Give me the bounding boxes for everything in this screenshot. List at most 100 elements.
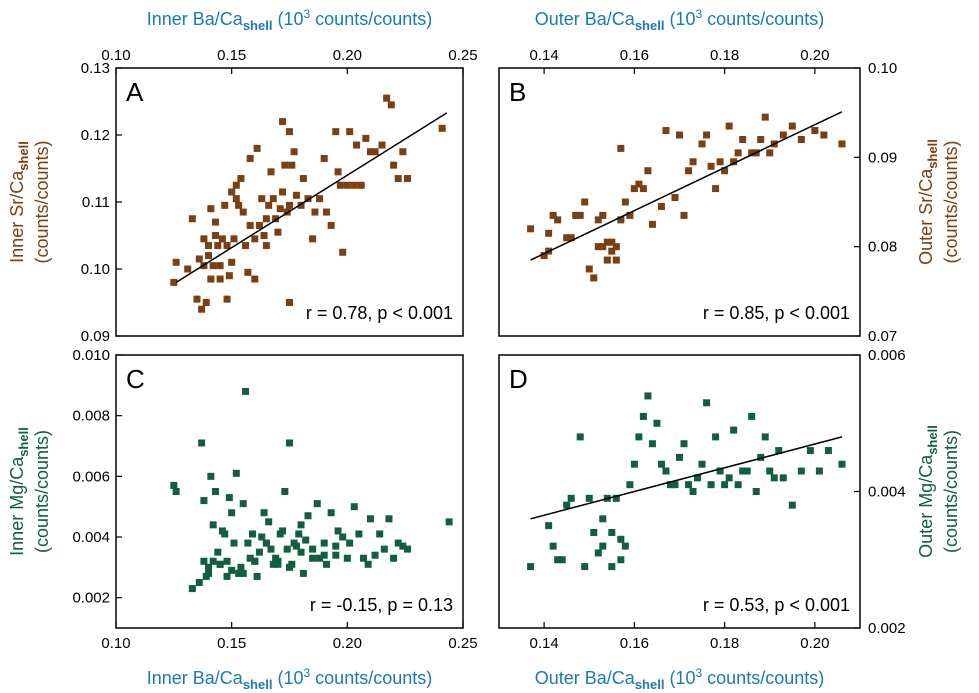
data-point [716, 467, 724, 475]
data-point [590, 528, 598, 536]
data-point [594, 216, 602, 224]
data-point [608, 247, 616, 255]
x-tick-label: 0.20 [800, 635, 829, 652]
data-point [380, 545, 388, 553]
data-point [734, 149, 742, 157]
data-point [815, 467, 823, 475]
data-point [260, 232, 268, 239]
data-point [223, 242, 231, 250]
data-point [211, 488, 219, 495]
y-axis-title: Outer Sr/Cashell [916, 139, 940, 265]
data-point [554, 556, 562, 564]
data-point [207, 275, 215, 283]
data-point [594, 549, 602, 557]
data-point [235, 201, 243, 209]
data-point [304, 195, 312, 203]
data-point [394, 539, 402, 547]
data-point [237, 175, 245, 183]
data-point [336, 181, 344, 189]
data-point [295, 530, 303, 538]
y-tick-label: 0.07 [868, 328, 897, 345]
data-point [617, 556, 625, 564]
data-point [302, 536, 310, 544]
data-point [253, 572, 261, 580]
x-tick-label: 0.10 [101, 635, 130, 652]
data-point [232, 195, 240, 203]
data-point [255, 548, 263, 556]
y-tick-label: 0.010 [72, 347, 110, 364]
data-point [689, 158, 697, 166]
data-point [666, 481, 674, 489]
data-point [313, 500, 321, 508]
data-point [594, 243, 602, 251]
y-tick-label: 0.12 [81, 127, 110, 144]
data-point [779, 131, 787, 139]
data-point [639, 412, 647, 420]
data-point [527, 563, 535, 571]
data-point [343, 554, 351, 562]
data-point [581, 563, 589, 571]
data-point [239, 569, 247, 577]
data-point [290, 148, 298, 156]
data-point [608, 528, 616, 536]
data-point [775, 447, 783, 455]
data-point [603, 256, 611, 264]
plot-frame [115, 354, 464, 629]
data-point [797, 467, 805, 475]
data-point [311, 208, 319, 216]
data-point [806, 447, 814, 455]
regression-line [175, 112, 448, 284]
data-point [235, 569, 243, 577]
data-point [242, 242, 250, 250]
data-point [612, 243, 620, 251]
data-point [545, 229, 553, 237]
y-tick-label: 0.004 [868, 484, 906, 501]
data-point [237, 563, 245, 571]
data-point [207, 472, 215, 480]
data-point [332, 542, 340, 550]
data-point [323, 208, 331, 216]
y-tick-label: 0.008 [72, 408, 110, 425]
x-tick-label: 0.20 [800, 47, 829, 64]
data-point [248, 530, 256, 538]
data-point [599, 515, 607, 523]
data-point [209, 557, 217, 565]
data-point [757, 135, 765, 143]
data-point [246, 554, 254, 562]
panel-letter: C [126, 364, 145, 394]
data-point [320, 154, 328, 162]
data-point [281, 161, 289, 169]
data-point [258, 533, 266, 541]
data-point [811, 127, 819, 135]
data-point [554, 216, 562, 224]
data-point [757, 453, 765, 461]
data-point [286, 299, 293, 306]
data-point [549, 211, 557, 219]
y-axis-title: Inner Sr/Cashell [7, 141, 31, 263]
data-point [202, 299, 210, 306]
regression-line [530, 111, 843, 261]
x-axis-title: Outer Ba/Cashell (103 counts/counts) [535, 666, 824, 692]
data-point [316, 554, 324, 562]
data-point [712, 433, 720, 441]
x-tick-label: 0.16 [620, 635, 649, 652]
data-point [269, 560, 277, 568]
data-point [274, 560, 282, 568]
data-point [779, 474, 787, 482]
x-tick-label: 0.18 [710, 635, 739, 652]
data-point [721, 481, 729, 489]
y-tick-label: 0.13 [81, 60, 110, 77]
data-point [662, 127, 670, 135]
data-point [703, 131, 711, 139]
data-point [689, 488, 697, 495]
y-tick-label: 0.004 [72, 529, 110, 546]
x-tick-label: 0.20 [333, 635, 362, 652]
data-point [184, 265, 192, 273]
data-point [585, 265, 593, 273]
data-point [239, 500, 247, 508]
data-point [608, 238, 616, 246]
panel-letter: D [509, 364, 528, 394]
data-point [748, 149, 756, 157]
data-point [286, 201, 293, 209]
data-point [657, 460, 665, 468]
